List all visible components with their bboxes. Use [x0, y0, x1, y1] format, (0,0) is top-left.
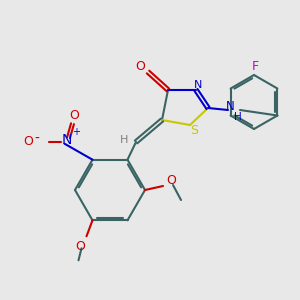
Text: N: N [61, 133, 72, 147]
Text: O: O [166, 175, 176, 188]
Text: -: - [34, 132, 39, 146]
Text: +: + [73, 127, 80, 137]
Text: H: H [120, 135, 128, 145]
Text: S: S [190, 124, 198, 137]
Text: H: H [234, 112, 242, 122]
Text: N: N [194, 80, 202, 90]
Text: O: O [70, 109, 80, 122]
Text: O: O [76, 240, 85, 253]
Text: O: O [135, 59, 145, 73]
Text: N: N [226, 100, 234, 113]
Text: F: F [251, 61, 259, 74]
Text: O: O [24, 135, 33, 148]
